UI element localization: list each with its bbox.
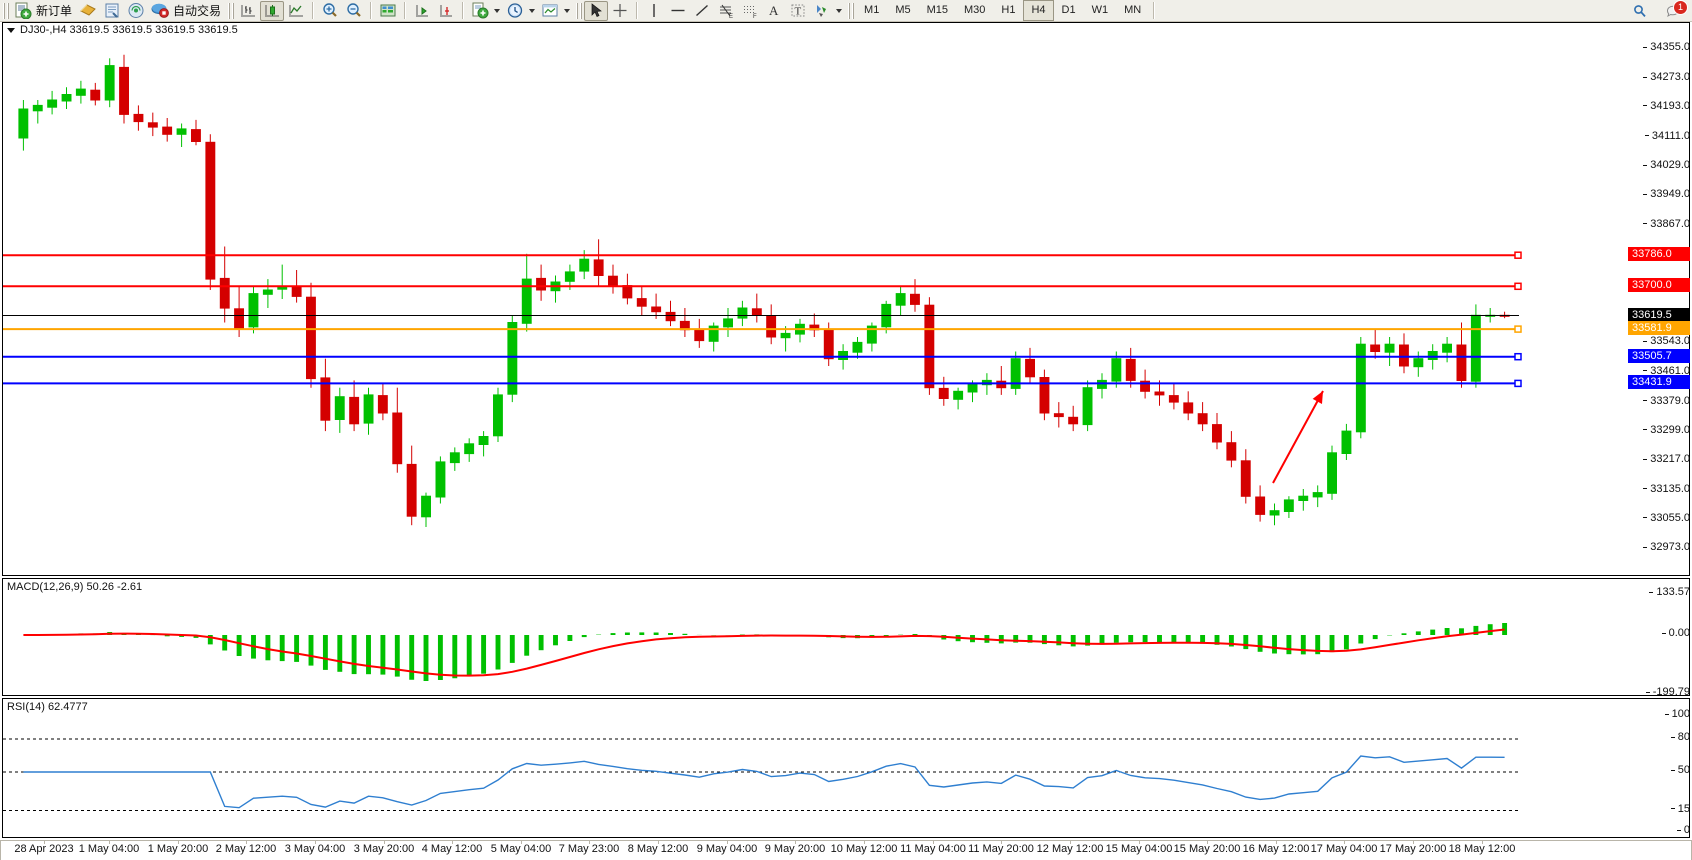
rsi-plot[interactable] xyxy=(3,699,1690,837)
hline-icon[interactable] xyxy=(666,1,690,21)
timeframe-m15[interactable]: M15 xyxy=(926,4,948,16)
vline-icon[interactable] xyxy=(642,1,666,21)
time-axis-label: 9 May 04:00 xyxy=(696,843,758,855)
new-order-icon[interactable] xyxy=(11,1,35,21)
time-axis-label: 1 May 20:00 xyxy=(147,843,209,855)
chevron-down-icon-period[interactable] xyxy=(529,9,536,13)
timeframe-mn[interactable]: MN xyxy=(1124,4,1142,16)
time-axis-label: 12 May 12:00 xyxy=(1036,843,1104,855)
chat-bubble-icon[interactable]: 1 xyxy=(1662,0,1688,21)
theme-icon[interactable] xyxy=(76,1,100,21)
time-axis-label: 15 May 20:00 xyxy=(1173,843,1241,855)
main-toolbar: 新订单 自动交易 xyxy=(0,0,1692,22)
time-axis: 28 Apr 2023 1 May 04:00 1 May 20:00 2 May 1… xyxy=(0,840,1692,860)
timeframe-d1[interactable]: D1 xyxy=(1061,4,1076,16)
time-axis-label: 17 May 20:00 xyxy=(1379,843,1447,855)
time-axis-label: 11 May 04:00 xyxy=(900,843,966,855)
toolbar-separator-5 xyxy=(636,2,639,19)
chevron-down-icon-indicator[interactable] xyxy=(494,9,501,13)
chart-shift-icon[interactable] xyxy=(434,1,458,21)
add-indicator-icon[interactable] xyxy=(468,1,492,21)
time-axis-label: 1 May 04:00 xyxy=(78,843,140,855)
chevron-down-icon-symbol[interactable] xyxy=(7,27,15,33)
new-order-label[interactable]: 新订单 xyxy=(36,4,73,18)
toolbar-grip-4[interactable] xyxy=(848,2,855,19)
chart-area[interactable]: DJ30-,H4 33619.5 33619.5 33619.5 33619.5… xyxy=(0,22,1692,860)
price-panel[interactable]: DJ30-,H4 33619.5 33619.5 33619.5 33619.5 xyxy=(2,22,1690,576)
autotrading-icon[interactable] xyxy=(148,1,172,21)
price-plot[interactable] xyxy=(3,23,1690,575)
time-axis-label: 11 May 20:00 xyxy=(968,843,1034,855)
time-axis-label: 7 May 23:00 xyxy=(558,843,620,855)
timeframe-m1[interactable]: M1 xyxy=(864,4,880,16)
time-axis-label: 9 May 20:00 xyxy=(764,843,826,855)
signals-icon[interactable] xyxy=(124,1,148,21)
chevron-down-icon-objects[interactable] xyxy=(836,9,843,13)
timeframe-h1[interactable]: H1 xyxy=(1001,4,1016,16)
text-icon[interactable]: A xyxy=(762,1,786,21)
time-axis-label: 3 May 20:00 xyxy=(353,843,415,855)
time-axis-label: 2 May 12:00 xyxy=(215,843,277,855)
time-axis-label: 8 May 12:00 xyxy=(627,843,689,855)
zoom-out-icon[interactable] xyxy=(342,1,366,21)
symbol-header: DJ30-,H4 33619.5 33619.5 33619.5 33619.5 xyxy=(7,24,238,36)
rsi-label: RSI(14) 62.4777 xyxy=(7,701,88,713)
macd-panel[interactable]: MACD(12,26,9) 50.26 -2.61 xyxy=(2,578,1690,696)
chevron-down-icon-templates[interactable] xyxy=(564,9,571,13)
notification-badge: 1 xyxy=(1673,0,1688,15)
symbol-header-text: DJ30-,H4 33619.5 33619.5 33619.5 33619.5 xyxy=(20,24,238,36)
macd-label: MACD(12,26,9) 50.26 -2.61 xyxy=(7,581,143,593)
toolbar-separator-3 xyxy=(404,2,407,19)
toolbar-grip-3[interactable] xyxy=(576,2,583,19)
auto-trading-label[interactable]: 自动交易 xyxy=(173,4,222,18)
objects-icon[interactable] xyxy=(810,1,834,21)
toolbar-grip-2[interactable] xyxy=(228,2,235,19)
line-chart-icon[interactable] xyxy=(284,1,308,21)
timeframe-m5[interactable]: M5 xyxy=(895,4,911,16)
toolbar-separator-4 xyxy=(462,2,465,19)
bar-chart-icon[interactable] xyxy=(236,1,260,21)
time-axis-label: 3 May 04:00 xyxy=(284,843,346,855)
time-axis-label: 18 May 12:00 xyxy=(1448,843,1516,855)
timeframe-h4[interactable]: H4 xyxy=(1023,0,1054,21)
toolbar-right-group: 1 xyxy=(1628,0,1688,22)
time-axis-label: 15 May 04:00 xyxy=(1105,843,1173,855)
search-icon[interactable] xyxy=(1628,1,1652,21)
channel-icon[interactable]: F xyxy=(738,1,762,21)
toolbar-separator-6 xyxy=(1153,2,1156,19)
svg-text:A: A xyxy=(769,3,779,18)
svg-text:T: T xyxy=(795,6,802,18)
auto-scroll-icon[interactable] xyxy=(410,1,434,21)
data-window-icon-2[interactable] xyxy=(376,1,400,21)
time-axis-label: 28 Apr 2023 xyxy=(14,843,74,855)
svg-text:F: F xyxy=(753,14,757,19)
rsi-panel[interactable]: RSI(14) 62.4777 xyxy=(2,698,1690,838)
svg-text:E: E xyxy=(729,14,733,19)
trendline-icon[interactable] xyxy=(690,1,714,21)
time-axis-label: 5 May 04:00 xyxy=(490,843,552,855)
crosshair-icon[interactable] xyxy=(608,1,632,21)
timeframe-w1[interactable]: W1 xyxy=(1091,4,1109,16)
time-axis-label: 4 May 12:00 xyxy=(421,843,483,855)
time-axis-label: 10 May 12:00 xyxy=(830,843,898,855)
label-icon[interactable]: T xyxy=(786,1,810,21)
templates-icon[interactable] xyxy=(538,1,562,21)
toolbar-grip[interactable] xyxy=(3,2,9,19)
zoom-in-icon[interactable] xyxy=(318,1,342,21)
toolbar-separator-2 xyxy=(370,2,373,19)
timeframe-group: M1 M5 M15 M30 H1 H4 D1 W1 MN xyxy=(856,0,1149,21)
cursor-icon[interactable] xyxy=(584,0,609,21)
time-axis-label: 17 May 04:00 xyxy=(1310,843,1378,855)
period-clock-icon[interactable] xyxy=(503,1,527,21)
toolbar-separator-1 xyxy=(312,2,315,19)
fibo-icon[interactable]: E xyxy=(714,1,738,21)
candlestick-chart-icon[interactable] xyxy=(260,0,285,21)
timeframe-m30[interactable]: M30 xyxy=(964,4,986,16)
macd-plot[interactable] xyxy=(3,579,1690,695)
time-axis-label: 16 May 12:00 xyxy=(1242,843,1310,855)
data-window-icon[interactable] xyxy=(100,1,124,21)
